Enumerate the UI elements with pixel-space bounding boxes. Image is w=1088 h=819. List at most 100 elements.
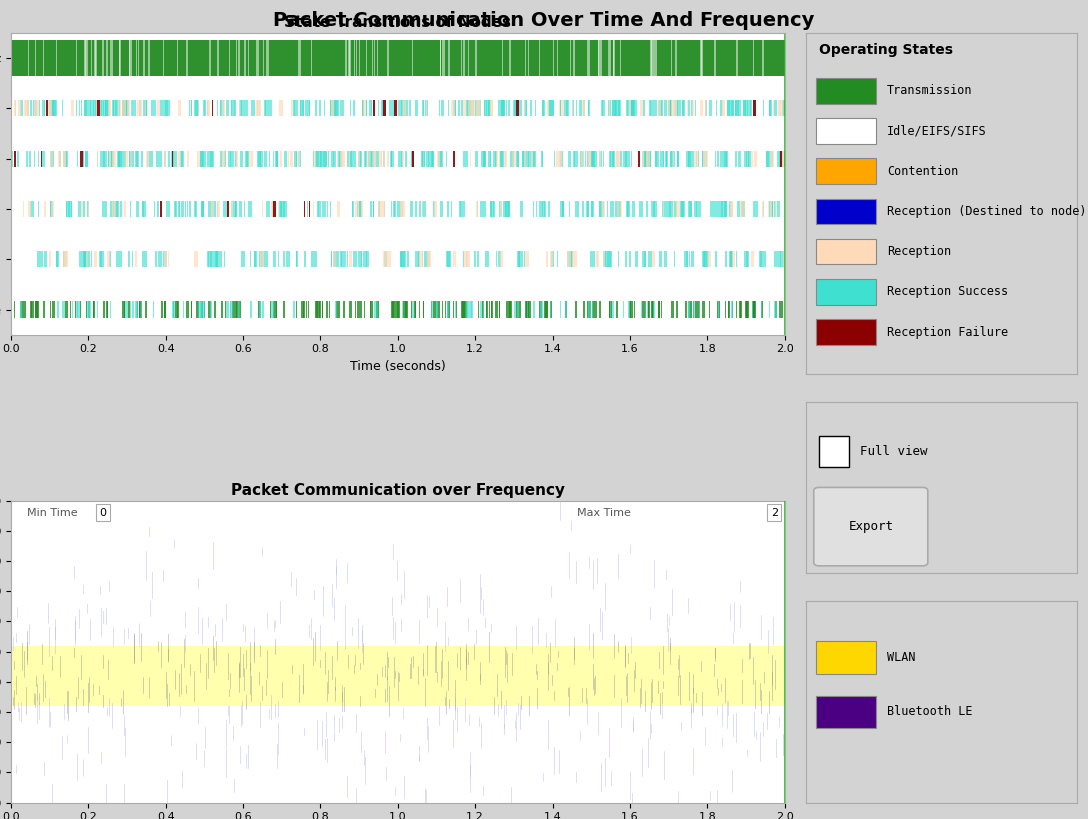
Bar <box>65 301 69 318</box>
Bar <box>483 151 486 166</box>
Bar <box>58 251 60 267</box>
Bar <box>592 301 594 318</box>
Bar <box>463 151 465 166</box>
Bar <box>302 100 304 116</box>
Bar <box>220 100 224 116</box>
Bar <box>666 151 667 166</box>
Bar <box>557 40 558 75</box>
Bar <box>361 201 363 217</box>
Bar <box>37 251 41 267</box>
Bar <box>86 251 88 267</box>
Bar <box>703 151 706 166</box>
Bar <box>590 151 591 166</box>
Bar <box>466 251 470 267</box>
Bar <box>753 100 755 116</box>
Bar <box>125 100 127 116</box>
Bar <box>753 100 756 116</box>
Bar <box>113 100 115 116</box>
Bar <box>46 100 49 116</box>
Bar <box>210 151 213 166</box>
Bar <box>694 301 697 318</box>
Bar <box>30 100 32 116</box>
Bar <box>487 100 492 116</box>
Bar <box>669 100 671 116</box>
Bar <box>729 201 731 217</box>
Bar <box>247 201 249 217</box>
Bar <box>652 251 655 267</box>
Bar <box>528 151 531 166</box>
Bar <box>647 151 651 166</box>
Bar <box>381 151 382 166</box>
Bar <box>664 251 667 267</box>
Bar <box>435 301 437 318</box>
Bar <box>520 201 523 217</box>
Bar <box>769 100 770 116</box>
Bar <box>688 100 691 116</box>
Bar <box>106 100 108 116</box>
Bar <box>715 251 717 267</box>
Bar <box>84 201 85 217</box>
Bar <box>333 151 335 166</box>
Bar <box>720 151 722 166</box>
Bar <box>25 100 28 116</box>
Bar <box>222 151 225 166</box>
Bar <box>354 251 358 267</box>
Bar <box>709 100 712 116</box>
Bar <box>102 201 103 217</box>
Bar <box>330 100 332 116</box>
Bar <box>277 201 279 217</box>
Bar <box>643 100 645 116</box>
Bar <box>172 151 173 166</box>
Bar <box>222 151 224 166</box>
Bar <box>702 301 705 318</box>
FancyBboxPatch shape <box>816 641 876 674</box>
Bar <box>347 151 348 166</box>
Bar <box>753 301 756 318</box>
Bar <box>740 301 742 318</box>
Bar <box>201 201 205 217</box>
Bar <box>30 301 33 318</box>
Bar <box>491 100 493 116</box>
Bar <box>483 151 486 166</box>
Bar <box>463 301 467 318</box>
Bar <box>572 251 577 267</box>
Bar <box>196 301 199 318</box>
Bar <box>473 251 475 267</box>
Bar <box>128 40 131 75</box>
Bar <box>705 100 707 116</box>
Bar <box>560 201 564 217</box>
Bar <box>527 301 528 318</box>
Bar <box>50 151 53 166</box>
Bar <box>186 301 188 318</box>
Bar <box>109 100 111 116</box>
Bar <box>737 40 738 75</box>
Bar <box>631 100 633 116</box>
Bar <box>135 301 137 318</box>
Bar <box>763 201 764 217</box>
Bar <box>688 100 689 116</box>
Bar <box>394 100 397 116</box>
Bar <box>766 151 768 166</box>
Bar <box>244 40 246 75</box>
Bar <box>368 151 370 166</box>
Bar <box>44 201 46 217</box>
Bar <box>72 100 74 116</box>
Bar <box>228 40 231 75</box>
Bar <box>502 40 504 75</box>
Bar <box>334 100 335 116</box>
Bar <box>14 151 16 166</box>
Bar <box>779 151 781 166</box>
Bar <box>684 301 687 318</box>
Bar <box>94 100 96 116</box>
Bar <box>552 251 554 267</box>
Bar <box>329 301 331 318</box>
Bar <box>147 151 149 166</box>
Bar <box>478 100 481 116</box>
Text: 2: 2 <box>770 508 778 518</box>
Bar <box>752 251 754 267</box>
Bar <box>131 151 132 166</box>
Bar <box>676 201 680 217</box>
Bar <box>111 151 113 166</box>
Bar <box>21 301 23 318</box>
Bar <box>314 151 319 166</box>
